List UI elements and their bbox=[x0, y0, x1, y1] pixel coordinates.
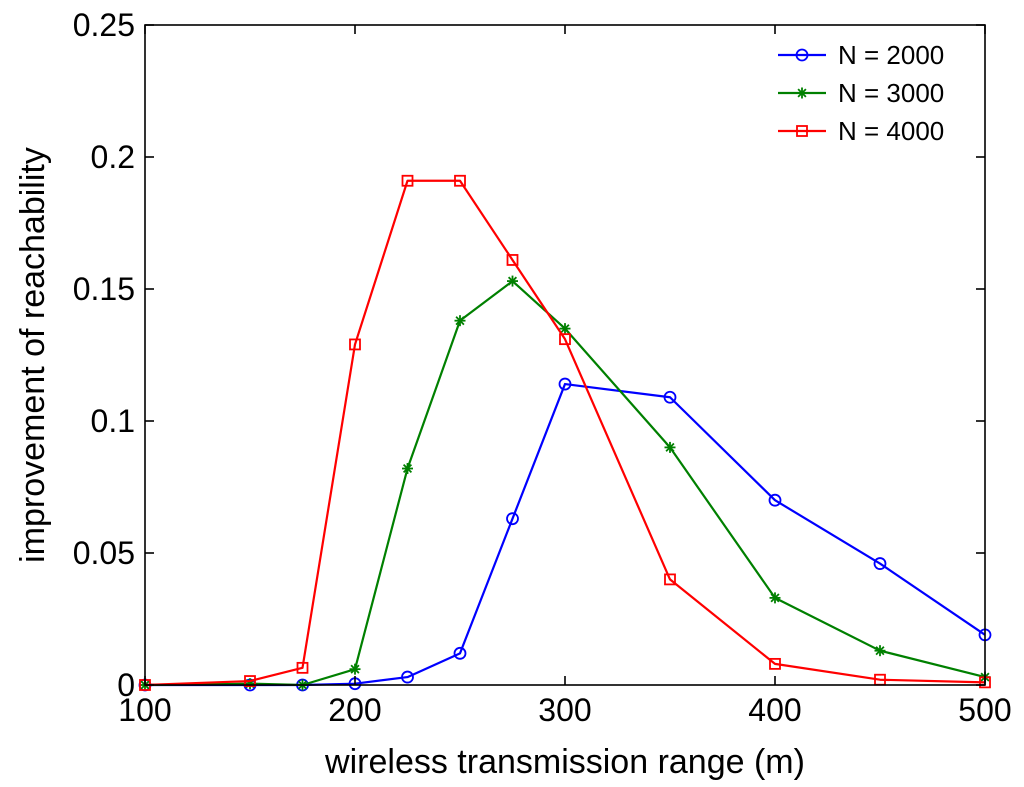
data-point bbox=[559, 333, 571, 346]
legend-label: N = 4000 bbox=[838, 116, 944, 146]
data-point bbox=[663, 390, 677, 404]
data-point bbox=[349, 338, 361, 351]
data-point bbox=[401, 174, 414, 187]
x-tick-label: 500 bbox=[958, 692, 1011, 728]
data-point bbox=[507, 275, 518, 287]
tick-layer: 100 200 300 400 500 0 0.05 0.1 0.15 0.2 0.25 bbox=[73, 7, 1012, 728]
series-3 bbox=[139, 174, 991, 691]
data-point bbox=[664, 573, 676, 586]
legend-label: N = 2000 bbox=[838, 40, 944, 70]
data-point bbox=[873, 557, 887, 570]
y-tick-label: 0.1 bbox=[91, 403, 135, 439]
data-point bbox=[874, 645, 886, 657]
data-point bbox=[244, 675, 256, 687]
data-point bbox=[401, 670, 414, 684]
data-point bbox=[769, 657, 781, 670]
legend-marker bbox=[795, 48, 809, 62]
y-tick-label: 0.25 bbox=[73, 7, 135, 43]
data-point bbox=[454, 315, 466, 327]
y-tick-label: 0 bbox=[117, 667, 135, 703]
series-line bbox=[144, 179, 986, 687]
data-point bbox=[296, 661, 309, 674]
data-point bbox=[454, 174, 466, 187]
legend-marker bbox=[796, 87, 808, 99]
legend-label: N = 3000 bbox=[838, 78, 944, 108]
legend-marker bbox=[796, 125, 808, 137]
x-tick-label: 100 bbox=[118, 692, 171, 728]
x-axis-label: wireless transmission range (m) bbox=[324, 743, 805, 781]
legend: N = 2000 N = 3000 N = 4000 bbox=[778, 40, 944, 146]
data-point bbox=[558, 377, 572, 391]
legend-item: N = 2000 bbox=[778, 40, 944, 70]
y-tick-label: 0.2 bbox=[91, 139, 135, 175]
y-tick-label: 0.15 bbox=[73, 271, 135, 307]
y-axis-label: improvement of reachability bbox=[14, 147, 52, 563]
data-point bbox=[506, 512, 519, 526]
data-point bbox=[559, 323, 571, 335]
x-tick-label: 200 bbox=[328, 692, 381, 728]
data-point bbox=[349, 663, 361, 675]
data-point bbox=[768, 493, 782, 507]
data-point bbox=[664, 441, 676, 453]
data-point bbox=[453, 646, 467, 660]
legend-item: N = 4000 bbox=[778, 116, 944, 146]
data-point bbox=[769, 592, 781, 604]
x-tick-label: 400 bbox=[748, 692, 801, 728]
data-point bbox=[402, 463, 413, 475]
x-tick-label: 300 bbox=[538, 692, 591, 728]
data-point bbox=[506, 254, 519, 266]
legend-item: N = 3000 bbox=[778, 78, 944, 108]
y-tick-label: 0.05 bbox=[73, 535, 135, 571]
